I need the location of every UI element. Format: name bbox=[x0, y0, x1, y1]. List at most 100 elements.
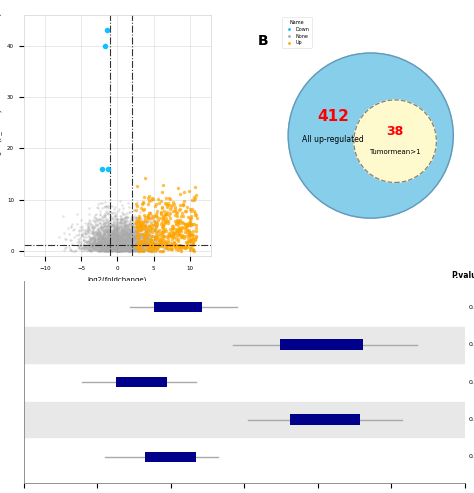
Point bbox=[171, 242, 179, 250]
Point bbox=[100, 211, 107, 219]
Point bbox=[124, 246, 131, 254]
Point bbox=[133, 234, 140, 242]
Point bbox=[125, 241, 132, 249]
Point bbox=[119, 247, 127, 255]
Point bbox=[122, 241, 129, 248]
Point bbox=[145, 246, 153, 254]
Point bbox=[128, 236, 136, 244]
Point bbox=[114, 224, 122, 232]
Point bbox=[184, 237, 192, 245]
Point bbox=[120, 226, 128, 234]
Point bbox=[108, 244, 116, 252]
Point bbox=[128, 240, 136, 248]
Point bbox=[93, 230, 100, 238]
Point bbox=[151, 245, 158, 252]
Point bbox=[146, 222, 154, 230]
Point bbox=[125, 233, 132, 241]
Point bbox=[135, 235, 143, 243]
Point bbox=[118, 243, 125, 251]
Point bbox=[115, 235, 123, 243]
Point bbox=[186, 237, 193, 245]
Point bbox=[175, 206, 183, 214]
Point bbox=[128, 246, 136, 254]
Point bbox=[104, 231, 112, 239]
Point bbox=[93, 241, 101, 248]
Point bbox=[112, 245, 120, 252]
Point bbox=[145, 224, 152, 232]
Point bbox=[98, 226, 105, 234]
Point bbox=[113, 243, 121, 251]
Point bbox=[142, 230, 149, 238]
Point bbox=[85, 240, 92, 247]
Point bbox=[101, 235, 109, 243]
Point bbox=[107, 239, 114, 246]
Point bbox=[117, 224, 124, 232]
Point bbox=[166, 209, 174, 217]
Point bbox=[123, 230, 131, 238]
Point bbox=[121, 213, 128, 221]
Point bbox=[106, 233, 114, 241]
Point bbox=[107, 213, 114, 221]
Point bbox=[110, 237, 118, 245]
Point bbox=[75, 230, 82, 238]
Point bbox=[182, 208, 190, 215]
Point bbox=[114, 243, 122, 250]
Point bbox=[124, 235, 131, 243]
Point bbox=[88, 229, 96, 237]
Point bbox=[139, 242, 146, 250]
Point bbox=[119, 245, 127, 252]
Point bbox=[138, 246, 146, 254]
Point bbox=[103, 243, 111, 250]
Point bbox=[160, 207, 168, 214]
Point bbox=[102, 226, 110, 234]
Point bbox=[88, 239, 96, 246]
Point bbox=[121, 232, 128, 240]
Point bbox=[116, 246, 123, 254]
Point bbox=[124, 242, 131, 249]
Point bbox=[118, 245, 125, 252]
Point bbox=[116, 236, 124, 244]
Point bbox=[113, 225, 120, 233]
Point bbox=[103, 219, 111, 227]
Point bbox=[66, 236, 74, 244]
Point bbox=[161, 216, 169, 224]
Point bbox=[76, 242, 83, 249]
Point bbox=[117, 246, 125, 254]
Point bbox=[106, 246, 113, 253]
Point bbox=[185, 227, 193, 235]
Point bbox=[120, 222, 128, 230]
Point bbox=[113, 238, 121, 246]
Point bbox=[115, 246, 122, 254]
Point bbox=[94, 242, 101, 250]
Point bbox=[140, 226, 148, 234]
Point bbox=[105, 236, 113, 244]
Point bbox=[100, 228, 108, 236]
Point bbox=[108, 246, 116, 253]
Point bbox=[109, 246, 117, 253]
Point bbox=[118, 247, 126, 255]
Point bbox=[141, 241, 148, 249]
Point bbox=[136, 244, 144, 252]
Point bbox=[126, 230, 133, 238]
Point bbox=[97, 235, 104, 243]
Point bbox=[96, 234, 103, 242]
Point bbox=[124, 232, 131, 240]
Point bbox=[191, 237, 199, 245]
Point bbox=[179, 202, 187, 210]
Point bbox=[102, 235, 109, 243]
Point bbox=[112, 246, 120, 253]
Point bbox=[129, 234, 137, 242]
Point bbox=[109, 238, 116, 246]
Point bbox=[115, 223, 122, 231]
Point bbox=[101, 234, 109, 242]
Point bbox=[130, 246, 138, 253]
Point bbox=[99, 233, 106, 241]
Point bbox=[113, 239, 121, 246]
Point bbox=[175, 224, 183, 232]
Point bbox=[101, 209, 109, 216]
Point bbox=[122, 225, 130, 233]
Point bbox=[94, 239, 101, 247]
Point bbox=[150, 241, 157, 248]
Point bbox=[119, 246, 127, 254]
Point bbox=[101, 239, 109, 247]
